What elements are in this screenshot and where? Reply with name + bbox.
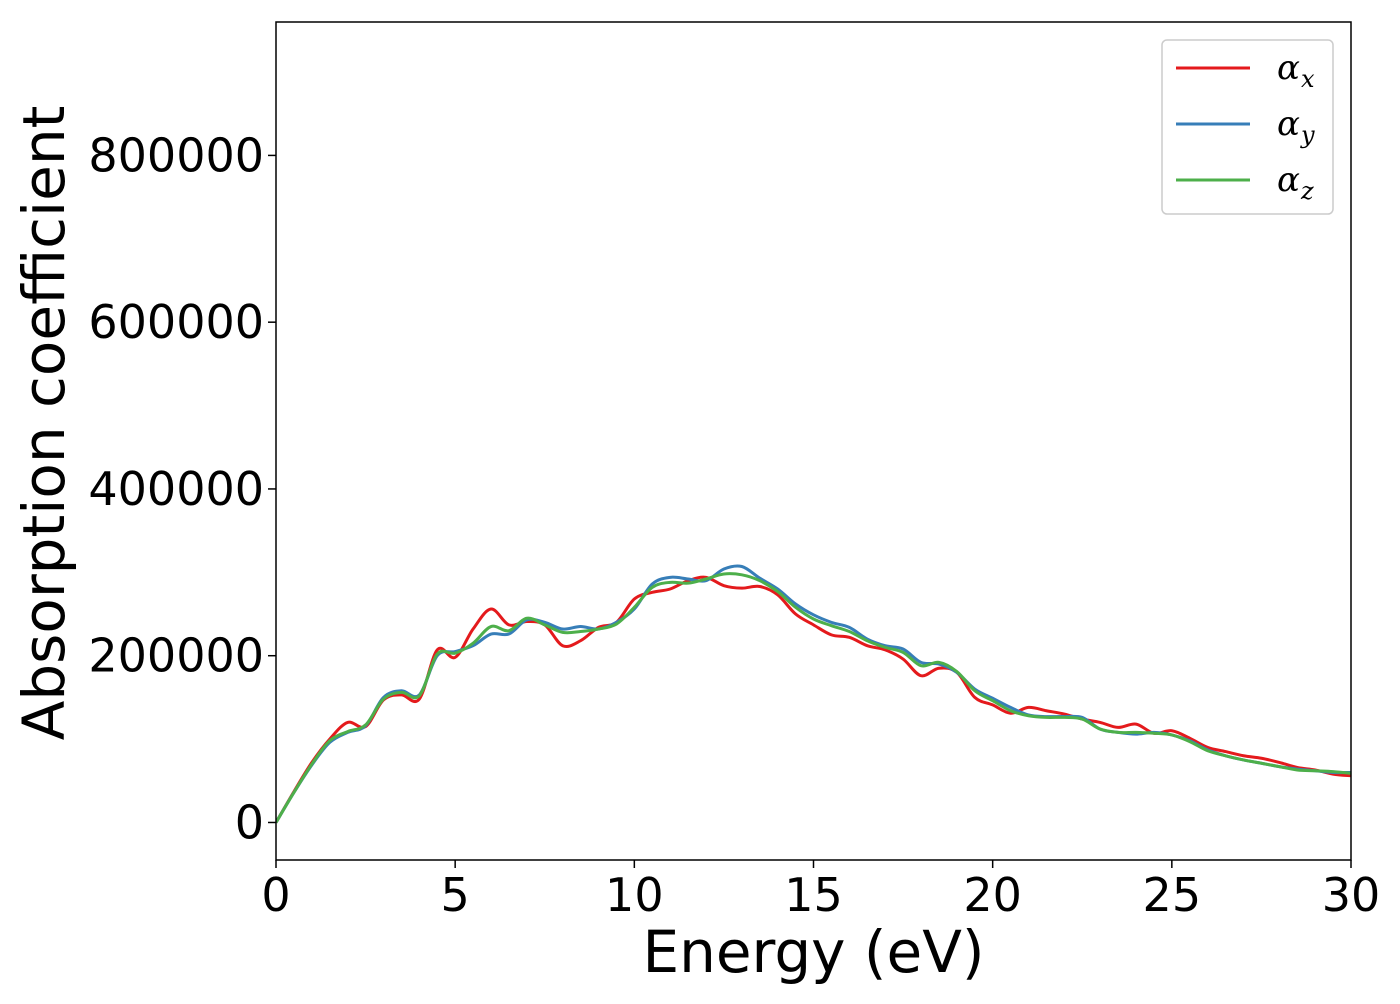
legend-label-symbol: α bbox=[1277, 48, 1300, 88]
y-tick-label: 200000 bbox=[88, 629, 264, 683]
legend-label-subscript: z bbox=[1300, 177, 1314, 205]
legend-label-symbol: α bbox=[1277, 160, 1300, 200]
legend-box bbox=[1161, 39, 1334, 215]
series-lines bbox=[276, 564, 1351, 824]
series-line-alpha-x bbox=[276, 575, 1351, 824]
x-tick-label: 10 bbox=[605, 868, 664, 922]
x-axis-title: Energy (eV) bbox=[642, 918, 984, 986]
legend-label-alpha-z: αz bbox=[1277, 160, 1314, 205]
x-tick-label: 20 bbox=[963, 868, 1022, 922]
x-tick-label: 0 bbox=[261, 868, 290, 922]
series-line-alpha-y bbox=[276, 564, 1351, 824]
legend-label-symbol: α bbox=[1277, 104, 1300, 144]
y-tick-label: 800000 bbox=[88, 128, 264, 182]
legend-label-subscript: x bbox=[1301, 65, 1315, 93]
x-tick-label: 5 bbox=[441, 868, 470, 922]
y-tick-label: 400000 bbox=[88, 462, 264, 516]
x-tick-label: 25 bbox=[1143, 868, 1202, 922]
legend-label-alpha-x: αx bbox=[1277, 48, 1315, 93]
legend-label-subscript: y bbox=[1300, 121, 1315, 149]
y-axis: 0 200000 400000 600000 800000 bbox=[88, 128, 276, 849]
x-tick-label: 15 bbox=[784, 868, 843, 922]
y-axis-title: Absorption coefficient bbox=[10, 106, 78, 741]
legend-label-alpha-y: αy bbox=[1277, 104, 1315, 149]
x-axis: 0 5 10 15 20 25 30 bbox=[261, 860, 1380, 922]
series-line-alpha-z bbox=[276, 572, 1351, 824]
y-tick-label: 600000 bbox=[88, 295, 264, 349]
y-tick-label: 0 bbox=[235, 795, 264, 849]
x-tick-label: 30 bbox=[1322, 868, 1381, 922]
